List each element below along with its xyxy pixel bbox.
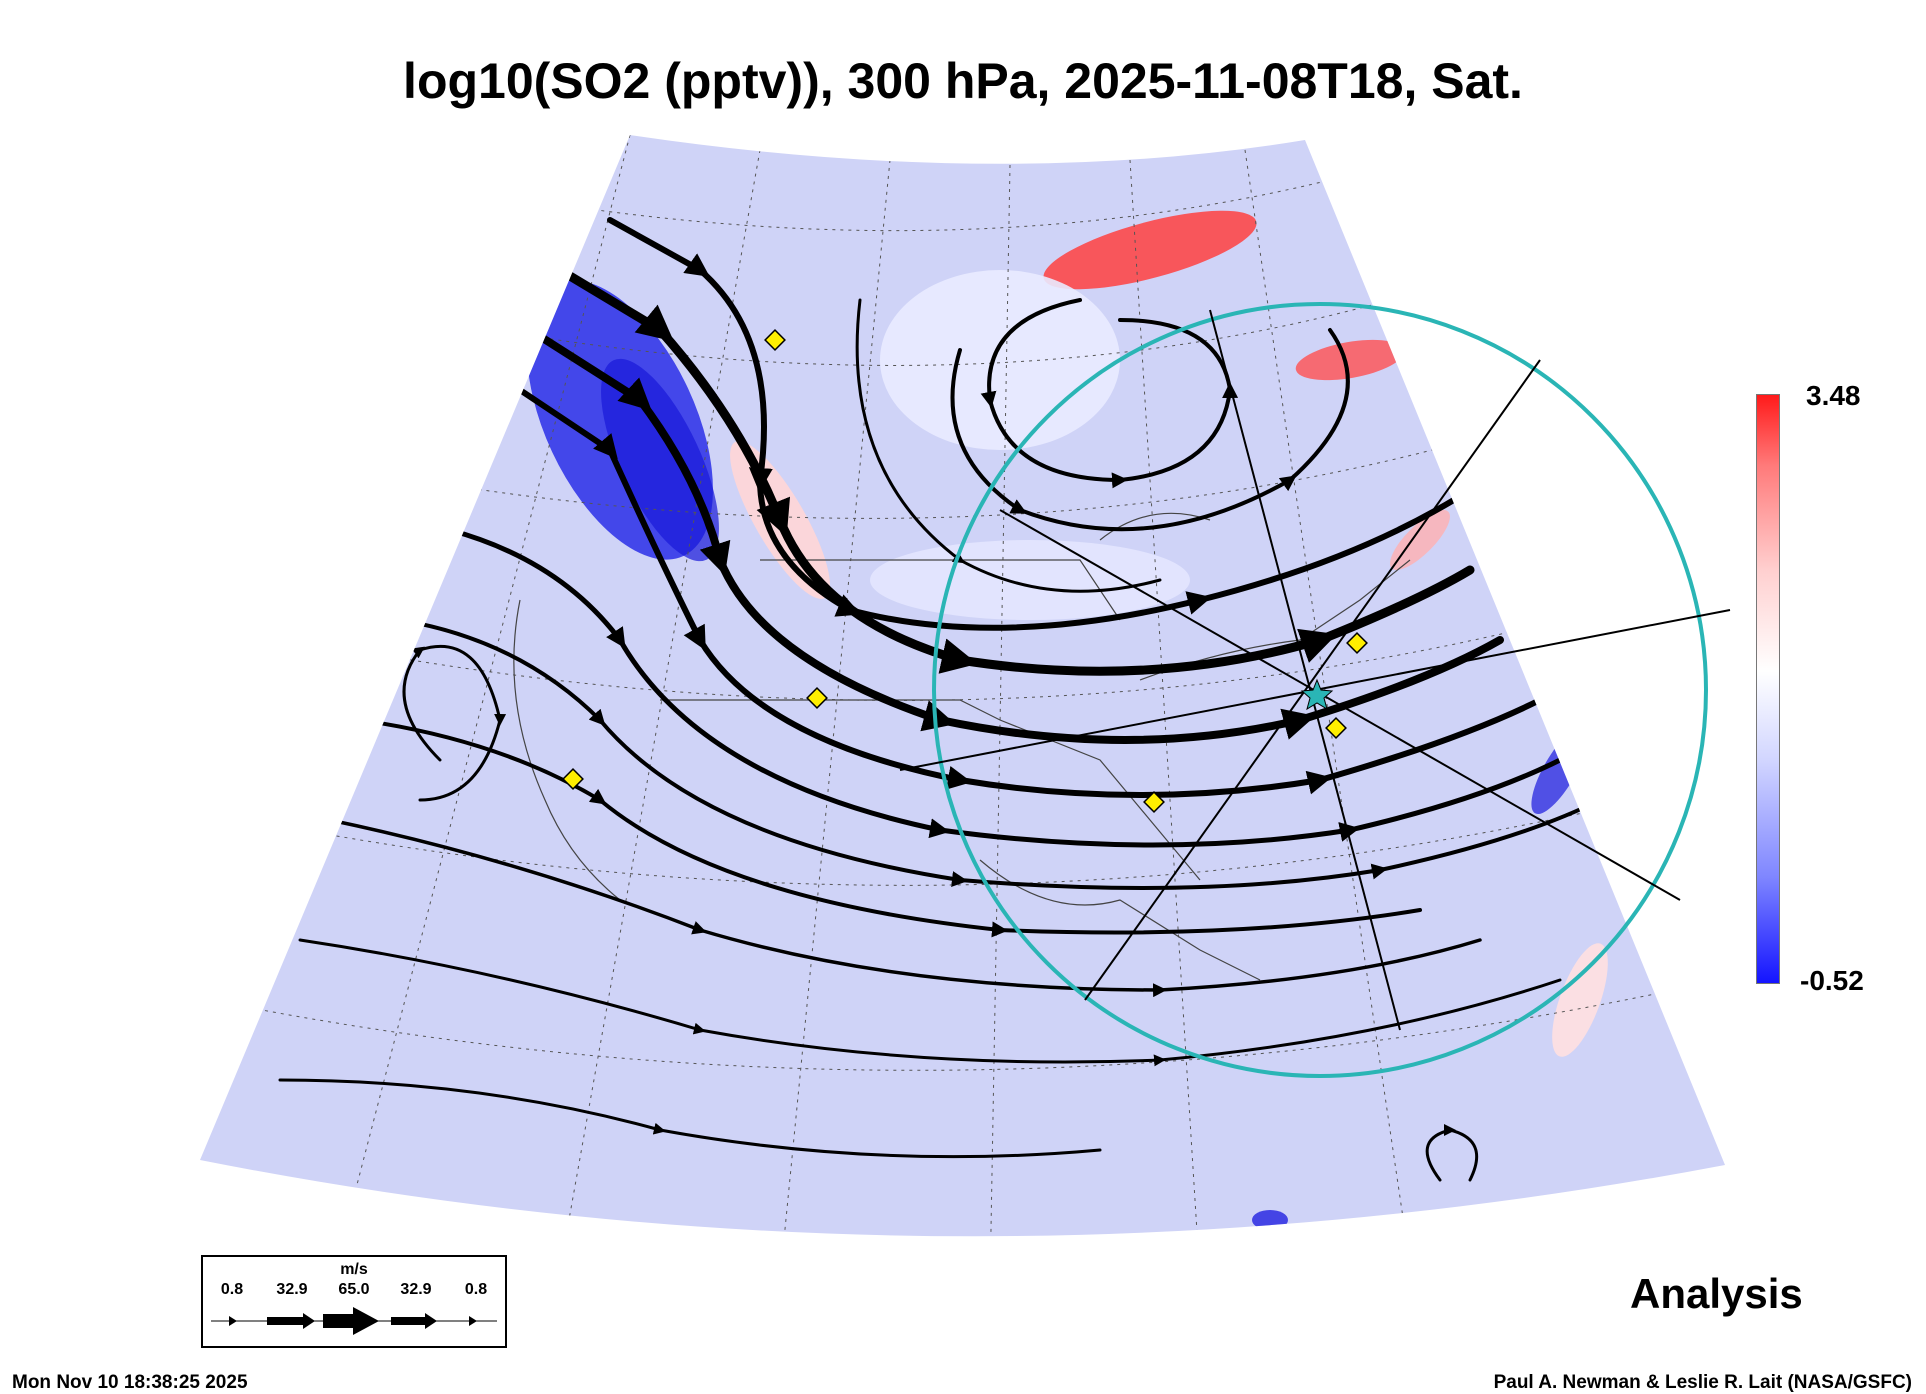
map-title: log10(SO2 (pptv)), 300 hPa, 2025-11-08T1… — [403, 53, 1523, 109]
so2-field — [200, 135, 1725, 1237]
station-diamond — [1325, 717, 1347, 739]
station-diamond — [764, 329, 786, 351]
colorbar-max-label: 3.48 — [1806, 380, 1861, 411]
station-markers — [562, 329, 1368, 813]
trajectory-overlay — [899, 302, 1731, 1078]
wind-legend-value: 0.8 — [464, 1281, 488, 1298]
analysis-label: Analysis — [1630, 1270, 1803, 1317]
timestamp: Mon Nov 10 18:38:25 2025 — [12, 1372, 248, 1393]
wind-legend-arrows — [211, 1307, 497, 1335]
center-star-icon — [1300, 678, 1334, 711]
station-diamond — [562, 768, 584, 790]
wind-legend-value: 65.0 — [338, 1281, 370, 1298]
wind-legend: m/s 0.8 32.9 65.0 32.9 0.8 — [201, 1255, 507, 1348]
colorbar — [1756, 394, 1780, 984]
wind-legend-value: 32.9 — [400, 1281, 432, 1298]
colorbar-min-label: -0.52 — [1800, 965, 1864, 996]
range-circle — [932, 302, 1708, 1078]
wind-legend-value: 0.8 — [220, 1281, 244, 1298]
wind-legend-unit: m/s — [340, 1261, 368, 1278]
station-diamond — [1346, 632, 1368, 654]
station-diamond — [1143, 791, 1165, 813]
credit-line: Paul A. Newman & Leslie R. Lait (NASA/GS… — [1493, 1372, 1912, 1393]
wind-legend-value: 32.9 — [276, 1281, 308, 1298]
wind-streamlines — [278, 217, 1602, 1182]
station-diamond — [806, 687, 828, 709]
